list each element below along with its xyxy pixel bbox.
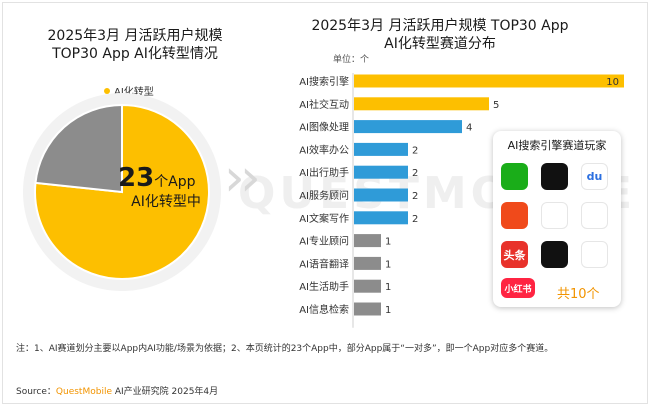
qq-browser-icon [581, 202, 608, 229]
douyin-lite-icon [541, 241, 568, 268]
source-line: Source：QuestMobile AI产业研究院 2025年4月 [16, 384, 218, 397]
bar-category-label: AI语音翻译 [299, 257, 349, 270]
weibo-icon [541, 202, 568, 229]
wechat-icon [501, 163, 528, 190]
bar-value-label: 1 [385, 237, 391, 248]
source-brand: QuestMobile [55, 387, 112, 397]
pie-center-number: 23 [118, 163, 155, 193]
bar-7 [354, 234, 381, 248]
bar-value-label: 2 [412, 145, 418, 156]
qq-icon [581, 241, 608, 268]
chevron-right-icon: › [240, 148, 261, 208]
bar-category-label: AI生活助手 [299, 280, 349, 293]
bar-value-label: 2 [412, 214, 418, 225]
source-prefix: Source： [16, 387, 56, 397]
baidu-icon: du [581, 163, 608, 190]
bar-1 [354, 97, 489, 111]
bar-category-label: AI社交互动 [299, 98, 349, 111]
bar-value-label: 2 [412, 191, 418, 202]
left-chart-title: 2025年3月 月活跃用户规模 TOP30 App AI化转型情况 [28, 27, 242, 63]
bar-4 [354, 165, 408, 179]
bar-category-label: AI信息检索 [299, 303, 349, 316]
search-engine-card: AI搜索引擎赛道玩家 du 头条小红书 共10个 [493, 131, 621, 307]
bar-5 [354, 188, 408, 202]
pie-slice-1 [34, 103, 123, 194]
legend-label: AI化转型 [114, 87, 154, 98]
bar-8 [354, 256, 381, 270]
bar-3 [354, 142, 408, 156]
bar-category-label: AI效率办公 [299, 143, 349, 156]
pie-center-label: 23个App AI化转型中 [118, 163, 238, 211]
source-suffix: AI产业研究院 2025年4月 [112, 387, 219, 397]
right-title-line-2: AI化转型赛道分布 [384, 36, 496, 52]
bar-value-label: 2 [412, 168, 418, 179]
bar-category-label: AI搜索引擎 [299, 75, 349, 88]
pie-center-unit: 个App [154, 174, 196, 190]
bar-category-label: AI图像处理 [299, 122, 349, 134]
left-title-line-1: 2025年3月 月活跃用户规模 [47, 28, 223, 44]
pie-center-line-2: AI化转型中 [131, 194, 201, 210]
footnote: 注：1、AI赛道划分主要以App内AI功能/场景为依据；2、本页统计的23个Ap… [16, 344, 554, 354]
bar-category-label: AI出行助手 [299, 166, 349, 179]
legend-dot-icon [104, 87, 110, 94]
bar-value-label: 1 [385, 305, 391, 316]
bar-9 [354, 279, 381, 293]
bar-0 [354, 74, 624, 88]
bar-2 [354, 120, 462, 134]
bar-6 [354, 211, 408, 225]
douyin-icon [541, 163, 568, 190]
bar-value-label: 1 [385, 282, 391, 293]
left-title-line-2: TOP30 App AI化转型情况 [52, 46, 218, 62]
bar-category-label: AI服务顾问 [299, 189, 349, 202]
card-title: AI搜索引擎赛道玩家 [507, 139, 607, 152]
sohu-icon [501, 202, 528, 229]
bar-10 [354, 302, 381, 316]
bar-value-label: 4 [466, 123, 472, 134]
bar-value-label: 1 [385, 259, 391, 270]
bar-value-label: 10 [606, 77, 619, 88]
pie-slice-0 [34, 103, 210, 280]
right-title-line-1: 2025年3月 月活跃用户规模 TOP30 App [311, 18, 569, 34]
xiaohongshu-icon: 小红书 [501, 278, 535, 298]
pie-legend: AI化转型 [104, 83, 154, 98]
unit-label: 单位：个 [333, 55, 370, 65]
bar-value-label: 5 [493, 100, 499, 111]
bar-category-label: AI文案写作 [299, 212, 349, 225]
toutiao-icon: 头条 [501, 241, 528, 268]
right-chart-title: 2025年3月 月活跃用户规模 TOP30 App AI化转型赛道分布 [290, 17, 590, 53]
card-count: 共10个 [557, 287, 600, 302]
bar-category-label: AI专业顾问 [299, 235, 349, 248]
chevron-right-icon: › [224, 148, 245, 208]
